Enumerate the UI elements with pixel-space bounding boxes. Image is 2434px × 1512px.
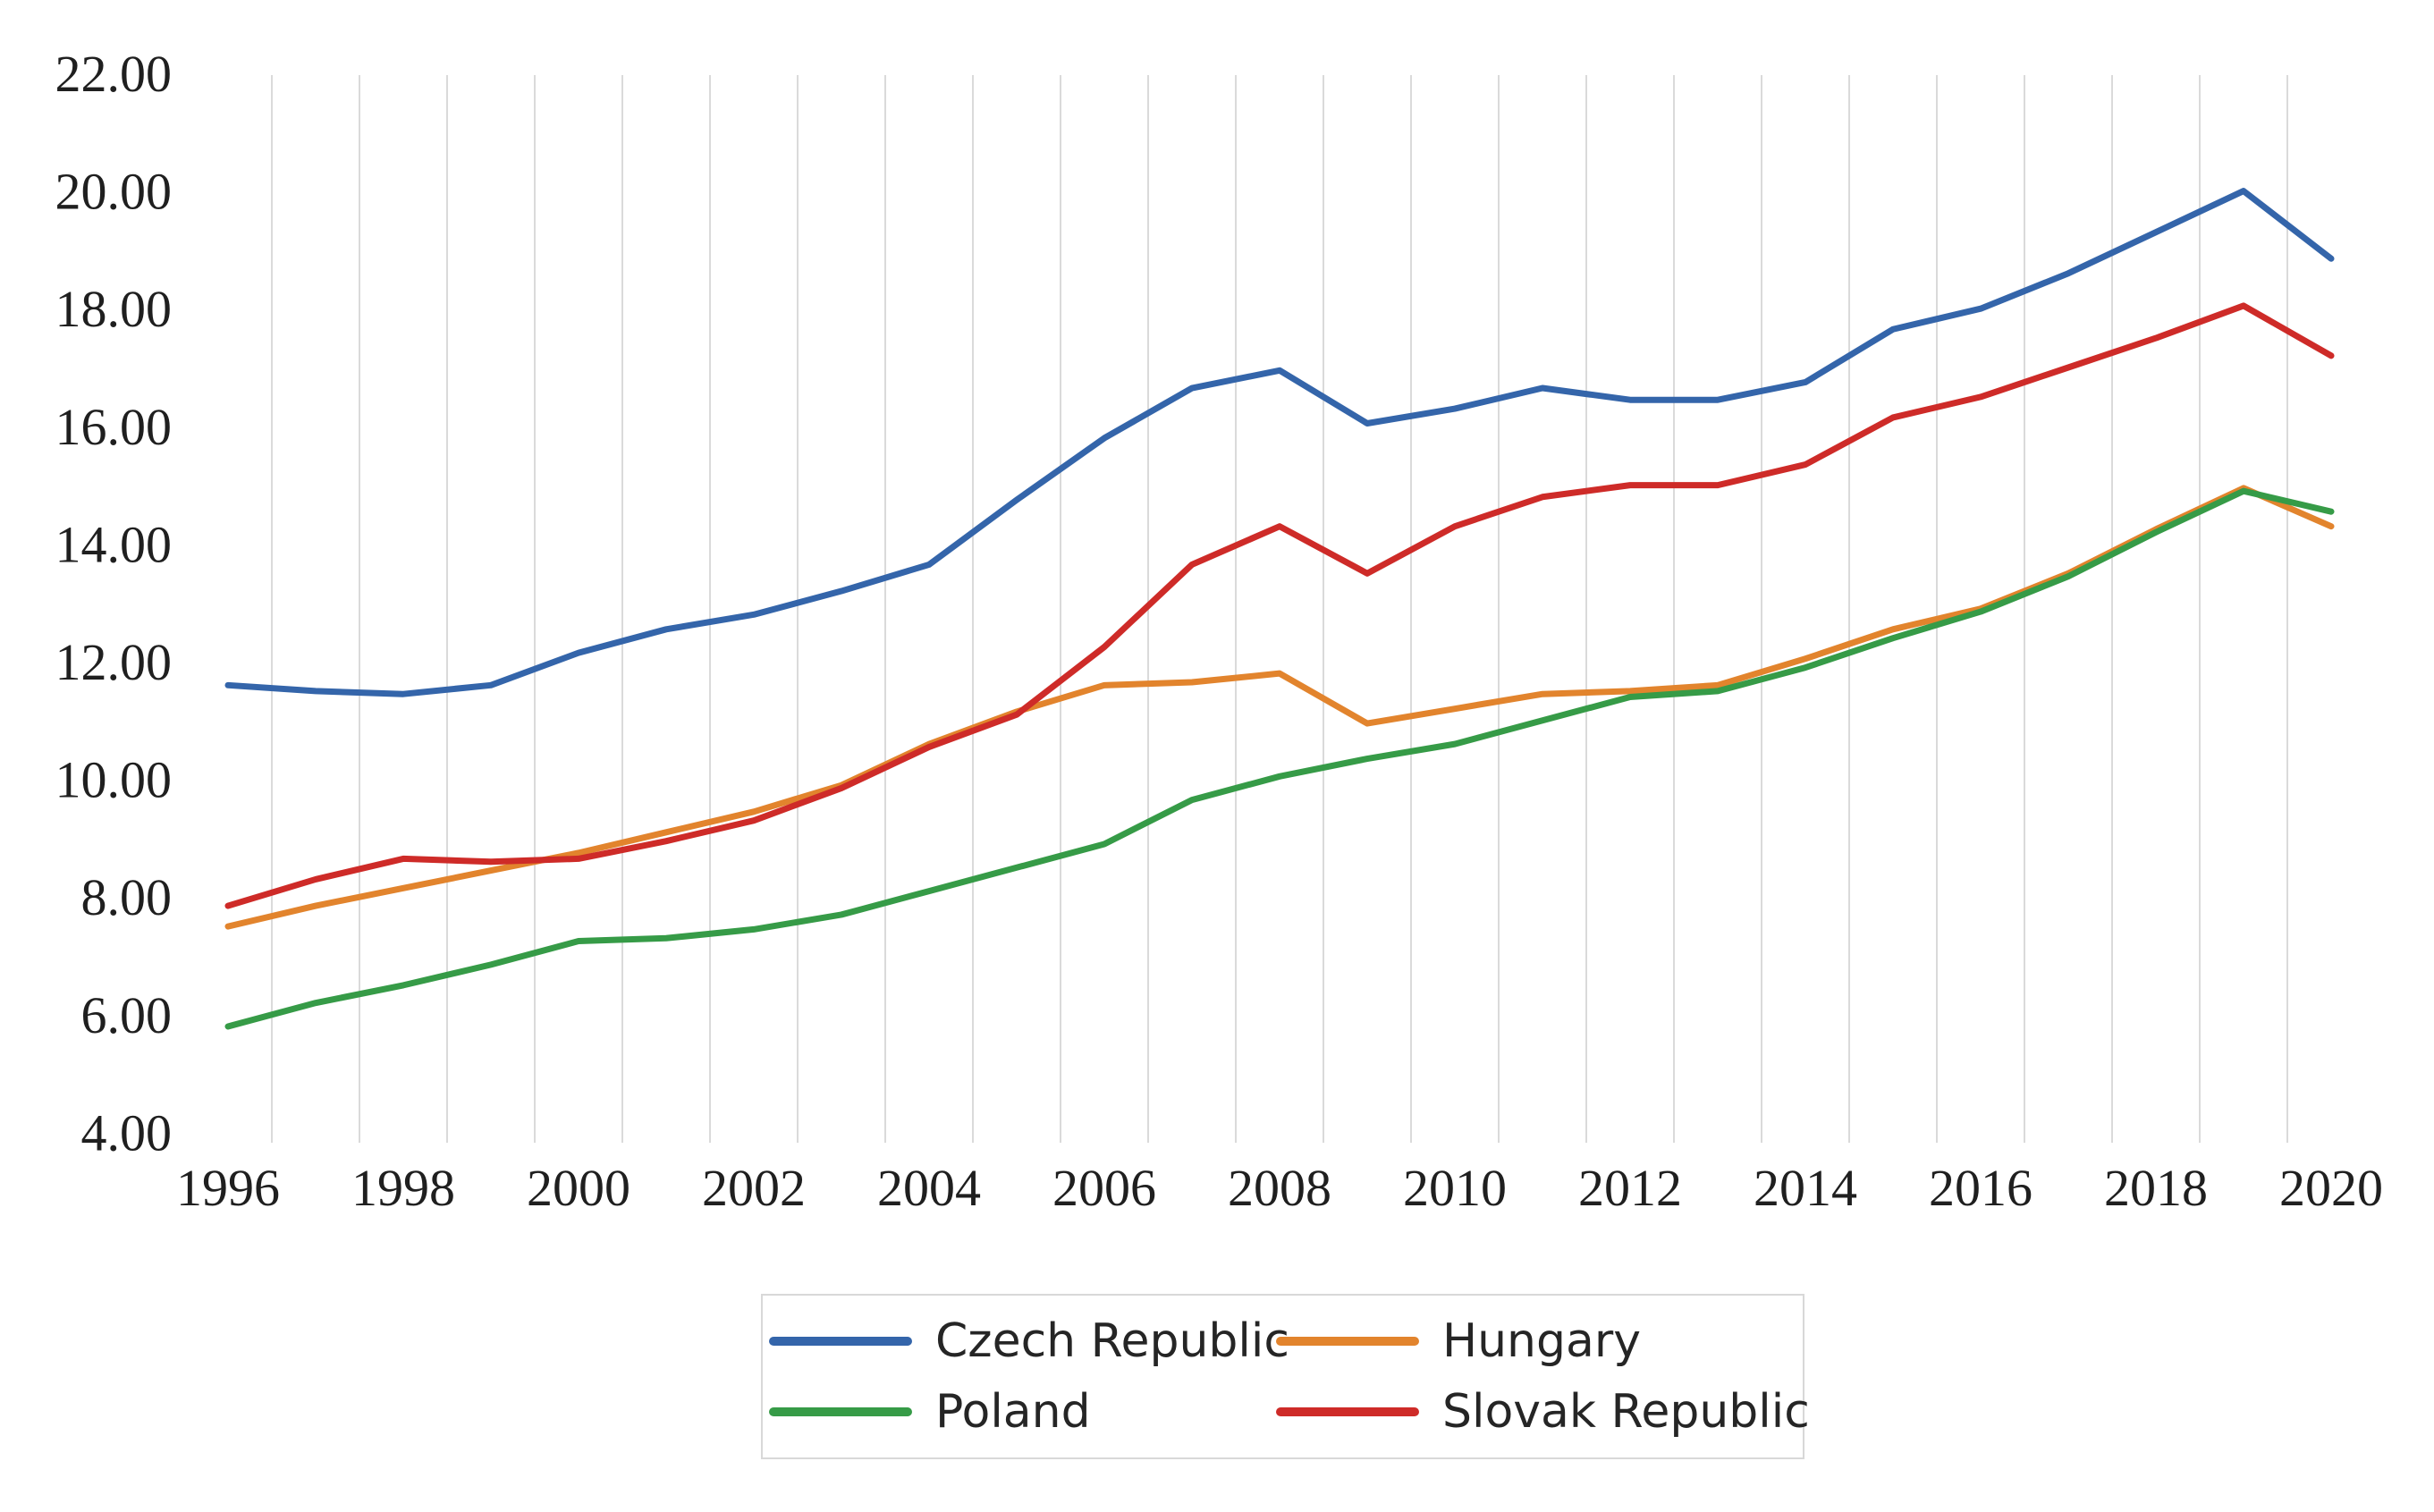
- y-tick-label-16.00: 16.00: [55, 398, 173, 456]
- x-tick-label-2016: 2016: [1929, 1159, 2033, 1217]
- legend-item-poland: Poland: [769, 1385, 1091, 1439]
- legend-key-poland-line: [769, 1407, 912, 1416]
- x-tick-label-2018: 2018: [2104, 1159, 2208, 1217]
- legend-item-hungary: Hungary: [1276, 1314, 1641, 1368]
- legend-label-czech-republic: Czech Republic: [935, 1314, 1289, 1368]
- x-tick-label-2000: 2000: [527, 1159, 630, 1217]
- legend-key-slovak-republic-line: [1276, 1407, 1419, 1416]
- legend-item-czech-republic: Czech Republic: [769, 1314, 1289, 1368]
- x-tick-label-2012: 2012: [1578, 1159, 1682, 1217]
- y-tick-label-10.00: 10.00: [55, 751, 173, 809]
- x-tick-label-1998: 1998: [351, 1159, 455, 1217]
- x-tick-label-2008: 2008: [1228, 1159, 1331, 1217]
- y-tick-label-22.00: 22.00: [55, 45, 173, 103]
- x-tick-label-2006: 2006: [1052, 1159, 1156, 1217]
- y-tick-label-14.00: 14.00: [55, 515, 173, 573]
- legend-label-hungary: Hungary: [1442, 1314, 1642, 1368]
- legend-label-slovak-republic: Slovak Republic: [1442, 1385, 1810, 1439]
- y-tick-label-6.00: 6.00: [81, 986, 173, 1044]
- chart-legend: Czech Republic Hungary Poland Slovak Rep…: [761, 1294, 1810, 1459]
- legend-key-hungary-line: [1276, 1337, 1419, 1346]
- legend-item-slovak-republic: Slovak Republic: [1276, 1385, 1810, 1439]
- y-tick-label-20.00: 20.00: [55, 163, 173, 221]
- y-tick-label-12.00: 12.00: [55, 633, 173, 691]
- series-line-slovak-republic: [224, 302, 2335, 909]
- series-line-poland: [224, 487, 2335, 1030]
- x-tick-label-2014: 2014: [1754, 1159, 1857, 1217]
- legend-label-poland: Poland: [935, 1385, 1091, 1439]
- legend-key-czech-republic-line: [769, 1337, 912, 1346]
- y-tick-label-4.00: 4.00: [81, 1103, 173, 1161]
- x-tick-label-2004: 2004: [877, 1159, 981, 1217]
- x-tick-label-2020: 2020: [2279, 1159, 2383, 1217]
- x-tick-label-2002: 2002: [702, 1159, 806, 1217]
- x-tick-label-1996: 1996: [176, 1159, 280, 1217]
- series-line-czech-republic: [224, 188, 2335, 697]
- x-tick-label-2010: 2010: [1403, 1159, 1507, 1217]
- y-tick-label-18.00: 18.00: [55, 280, 173, 338]
- y-tick-label-8.00: 8.00: [81, 868, 173, 926]
